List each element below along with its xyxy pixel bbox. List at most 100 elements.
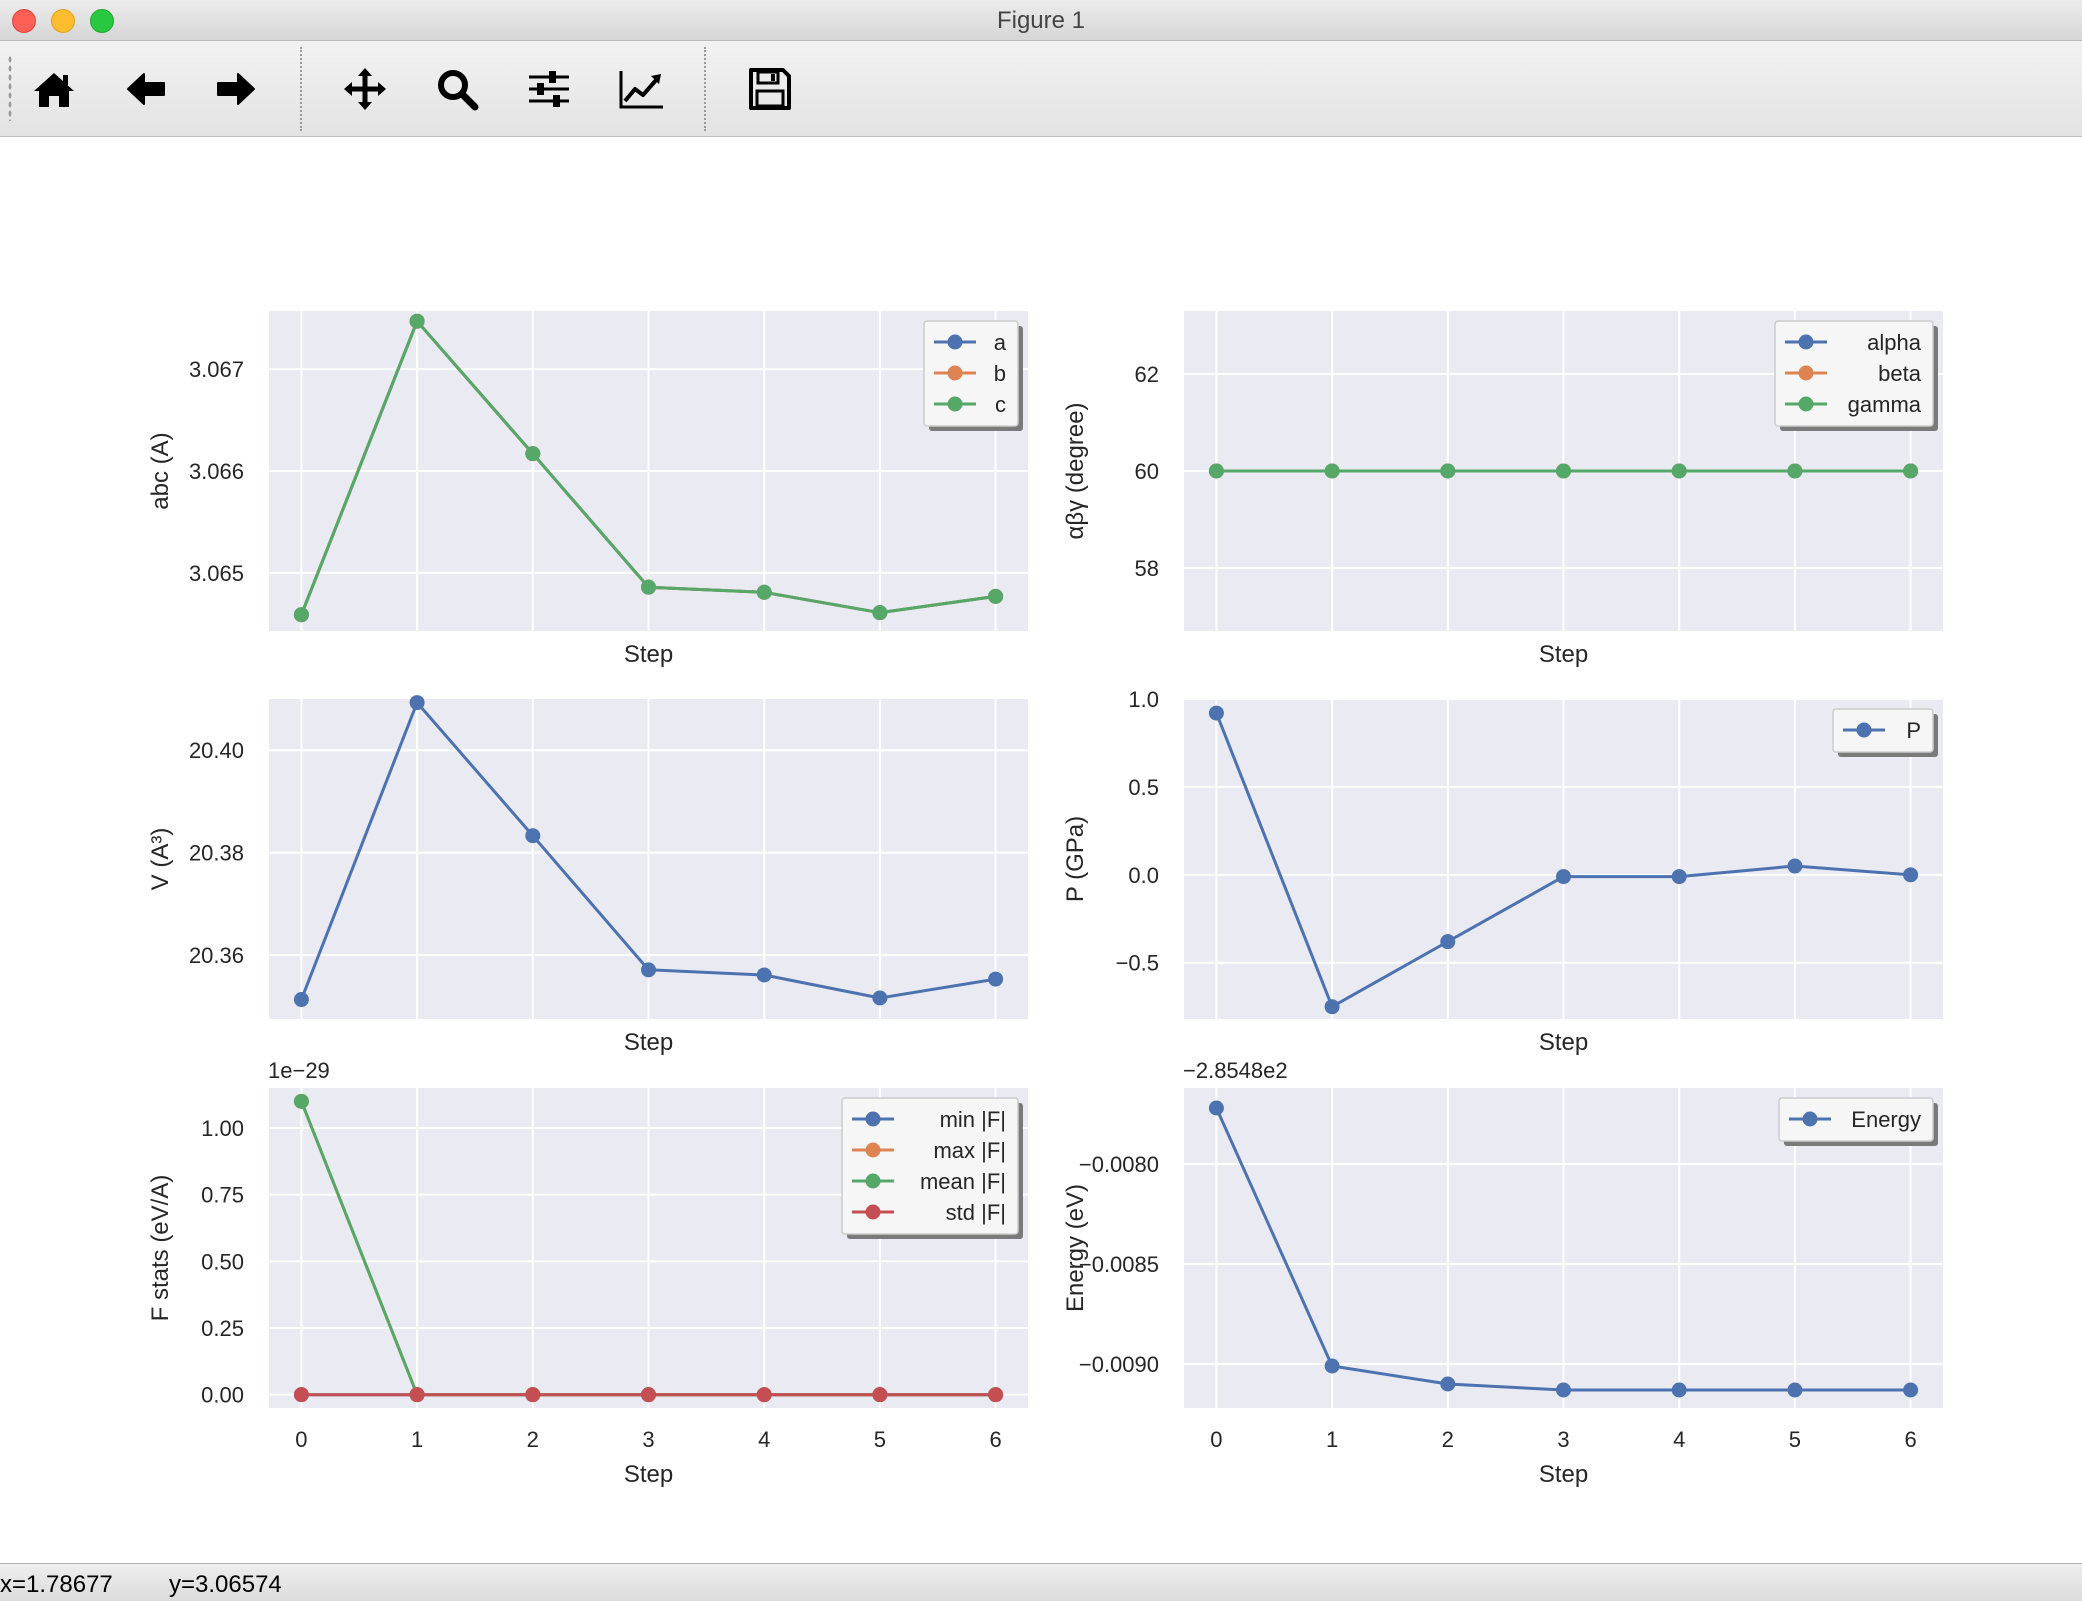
y-axis-label: abc (A) (147, 432, 174, 509)
configure-subplots-button[interactable] (521, 61, 577, 117)
x-tick-label: 5 (874, 1427, 886, 1452)
cursor-y-readout: y=3.06574 (169, 1571, 282, 1598)
data-point (1903, 867, 1919, 883)
data-point (525, 828, 541, 844)
data-point (641, 962, 656, 978)
y-tick-label: −0.0085 (1079, 1252, 1159, 1277)
data-point (1208, 1100, 1224, 1116)
pan-button[interactable] (337, 61, 393, 117)
arrow-right-icon (217, 73, 255, 105)
y-tick-label: 0.5 (1128, 775, 1159, 800)
subplot-6[interactable]: −0.0090 −0.0085 −0.0080 0 1 2 3 4 5 6 Step Energy (… (1062, 1058, 1943, 1488)
edit-axes-button[interactable] (613, 61, 669, 117)
subplot-1[interactable]: 3.065 3.066 3.067 Step abc (A) abc (147, 311, 1028, 668)
back-button[interactable] (118, 61, 174, 117)
status-bar: x=1.78677 y=3.06574 (0, 1563, 2082, 1601)
x-tick-label: 0 (295, 1427, 307, 1452)
y-tick-label: 3.066 (189, 459, 244, 484)
legend-swatch-marker (865, 1111, 881, 1127)
y-tick-label: 60 (1135, 459, 1159, 484)
legend-swatch-marker (1798, 396, 1814, 412)
legend-swatch-marker (1856, 722, 1872, 738)
y-tick-label: 3.067 (189, 357, 244, 382)
subplot-2[interactable]: 58 60 62 Step αβγ (degree) alpha beta gamma (1062, 311, 1943, 668)
sliders-icon (529, 71, 569, 107)
figure-canvas[interactable]: 3.065 3.066 3.067 Step abc (A) a b c 58 60 62 Step α… (0, 137, 2082, 1562)
x-tick-label: 1 (1326, 1427, 1338, 1452)
cursor-x-readout: x=1.78677 (0, 1571, 113, 1598)
data-point (409, 313, 425, 329)
x-tick-label: 2 (527, 1427, 539, 1452)
x-tick-label: 4 (1673, 1427, 1685, 1452)
y-tick-label: 58 (1135, 556, 1159, 581)
data-point (409, 695, 425, 711)
subplot-5[interactable]: 0.00 0.25 0.50 0.75 1.00 0 1 2 3 4 5 6 Step F stats (… (147, 1058, 1028, 1488)
legend: alpha beta gamma (1774, 320, 1938, 431)
save-button[interactable] (742, 61, 798, 117)
subplot-3[interactable]: 20.36 20.38 20.40 Step V (A³) (147, 695, 1028, 1056)
legend: P (1832, 708, 1938, 757)
data-point (1556, 869, 1571, 885)
data-point (293, 992, 309, 1008)
minimize-window-button[interactable] (51, 9, 75, 33)
toolbar-separator (300, 47, 302, 131)
y-tick-label: 20.36 (189, 943, 244, 968)
data-point (1903, 1382, 1919, 1398)
home-button[interactable] (26, 61, 82, 117)
zoom-button[interactable] (429, 61, 485, 117)
x-tick-label: 3 (1557, 1427, 1569, 1452)
data-point (293, 607, 309, 623)
data-point (1556, 463, 1571, 479)
legend-box (1774, 320, 1934, 427)
y-tick-label: −0.0080 (1079, 1152, 1159, 1177)
move-icon (344, 68, 386, 110)
legend-entry: mean |F| (920, 1169, 1006, 1194)
title-bar: Figure 1 (0, 0, 2082, 41)
floppy-disk-icon (749, 68, 791, 110)
x-tick-label: 3 (642, 1427, 654, 1452)
y-tick-label: −0.0090 (1079, 1352, 1159, 1377)
x-tick-label: 6 (1904, 1427, 1916, 1452)
data-point (756, 967, 772, 983)
y-tick-label: 0.00 (201, 1383, 244, 1408)
data-point (988, 971, 1004, 987)
legend-entry: beta (1878, 361, 1922, 386)
y-tick-label: 20.38 (189, 841, 244, 866)
legend: min |F| max |F| mean |F| std |F| (841, 1097, 1023, 1239)
data-point (1903, 463, 1919, 479)
data-point (1208, 705, 1224, 721)
data-point (872, 605, 888, 621)
legend-swatch-marker (947, 396, 963, 412)
toolbar-grip[interactable] (8, 55, 12, 121)
subplot-4[interactable]: −0.5 0.0 0.5 1.0 Step P (GPa) P (1062, 687, 1943, 1056)
arrow-left-icon (127, 73, 165, 105)
data-point (756, 584, 772, 600)
legend-entry: min |F| (940, 1107, 1006, 1132)
data-point (1671, 869, 1687, 885)
data-point (1324, 1358, 1340, 1374)
forward-button[interactable] (208, 61, 264, 117)
legend-swatch-marker (1798, 334, 1814, 350)
data-point (988, 1387, 1004, 1403)
x-axis-label: Step (1539, 1461, 1588, 1488)
data-point (525, 446, 541, 462)
data-point (1787, 1382, 1803, 1398)
toolbar-separator (704, 47, 706, 131)
y-tick-label: 0.50 (201, 1249, 244, 1274)
maximize-window-button[interactable] (90, 9, 114, 33)
y-tick-label: 20.40 (189, 738, 244, 763)
home-icon (34, 73, 74, 107)
data-point (1787, 858, 1803, 874)
data-point (1440, 1376, 1456, 1392)
legend-swatch-marker (865, 1204, 881, 1220)
x-axis-label: Step (1539, 641, 1588, 668)
legend-entry: a (994, 330, 1007, 355)
data-point (1556, 1382, 1571, 1398)
data-point (293, 1093, 309, 1109)
legend-swatch-marker (1802, 1111, 1818, 1127)
x-axis-label: Step (1539, 1029, 1588, 1056)
legend-swatch-marker (947, 365, 963, 381)
y-tick-label: 3.065 (189, 561, 244, 586)
close-window-button[interactable] (12, 9, 36, 33)
